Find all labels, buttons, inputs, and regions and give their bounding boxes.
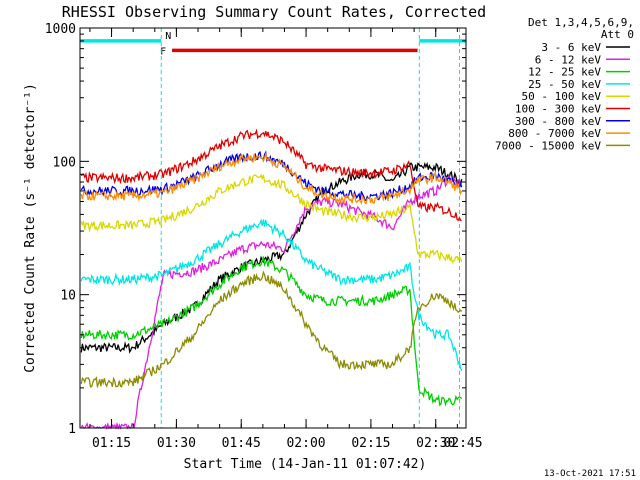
y-tick-label: 1000	[45, 22, 76, 37]
series-line-8	[80, 151, 463, 206]
legend-header: Att 0	[601, 28, 634, 41]
flag-label-1: N	[165, 31, 171, 42]
legend-label: 12 - 25 keV	[528, 66, 601, 79]
y-axis-label: Corrected Count Rate (s⁻¹ detector⁻¹)	[23, 83, 38, 373]
x-tick-label: 01:45	[222, 436, 261, 451]
x-axis-label: Start Time (14-Jan-11 01:07:42)	[184, 457, 427, 472]
chart-title: RHESSI Observing Summary Count Rates, Co…	[62, 3, 486, 21]
legend-label: 100 - 300 keV	[515, 103, 601, 116]
series-line-6	[80, 128, 462, 222]
legend-label: 7000 - 15000 keV	[495, 139, 601, 152]
flag-label-3: F	[160, 46, 166, 57]
series-line-4	[80, 218, 463, 371]
legend-label: 800 - 7000 keV	[508, 127, 601, 140]
x-tick-label: 01:30	[157, 436, 196, 451]
legend-label: 6 - 12 keV	[535, 53, 602, 66]
plot-frame	[79, 27, 467, 429]
series-line-3	[80, 256, 463, 407]
x-tick-label: 02:00	[286, 436, 325, 451]
y-tick-label: 100	[53, 155, 76, 170]
legend-label: 300 - 800 keV	[515, 115, 601, 128]
series-line-5	[80, 173, 463, 264]
x-tick-label: 02:45	[443, 436, 482, 451]
series-line-1	[80, 161, 463, 354]
x-tick-label: 02:15	[351, 436, 390, 451]
series-layer	[80, 128, 463, 431]
x-tick-label: 02:30	[416, 436, 455, 451]
legend-label: 50 - 100 keV	[522, 90, 602, 103]
y-tick-label: 10	[60, 289, 76, 304]
y-tick-label: 1	[68, 422, 76, 437]
flags-layer: NF	[80, 31, 466, 57]
x-tick-label: 01:15	[92, 436, 131, 451]
series-line-2	[80, 173, 462, 431]
footer-timestamp: 13-Oct-2021 17:51	[544, 469, 636, 479]
series-line-9	[80, 270, 463, 389]
legend-label: 25 - 50 keV	[528, 78, 601, 91]
y-axis: 1 10 100 1000	[45, 22, 466, 437]
night-boundaries	[160, 28, 461, 428]
legend-header: Det 1,3,4,5,6,9,	[528, 16, 634, 29]
legend-label: 3 - 6 keV	[541, 41, 601, 54]
